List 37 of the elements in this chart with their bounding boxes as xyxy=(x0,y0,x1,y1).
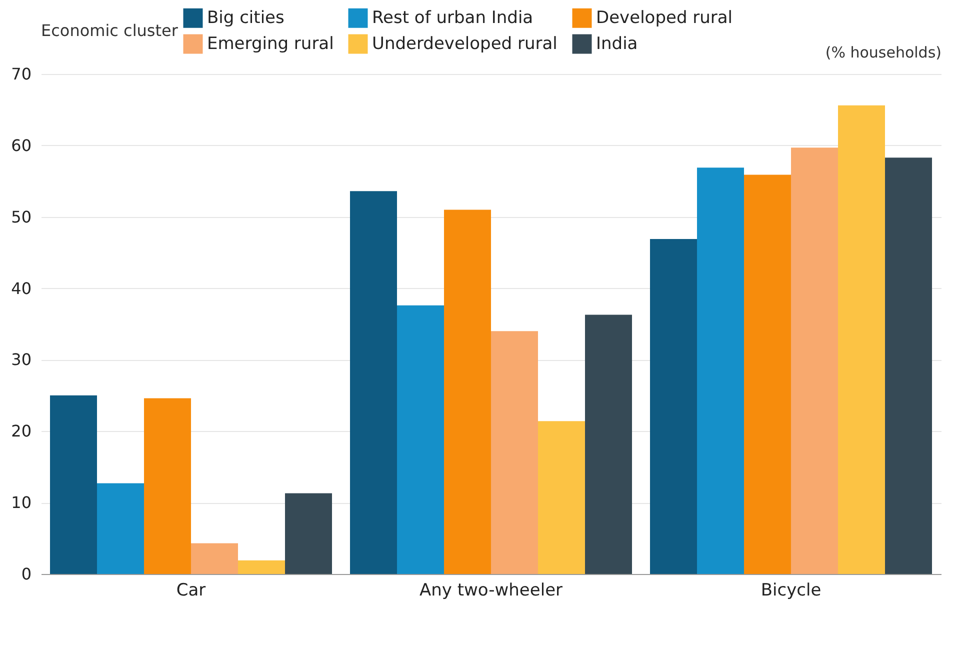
bar xyxy=(650,239,697,574)
y-tick-label: 70 xyxy=(11,64,32,84)
legend-label: Emerging rural xyxy=(207,34,334,54)
bar xyxy=(538,421,585,574)
y-tick-label: 10 xyxy=(11,493,32,512)
x-tick-label: Bicycle xyxy=(760,580,822,600)
bar xyxy=(491,331,538,574)
bar xyxy=(585,314,632,574)
bar xyxy=(838,105,885,574)
bar xyxy=(238,560,285,574)
legend-label: Rest of urban India xyxy=(372,8,534,28)
bar xyxy=(397,305,444,574)
bar xyxy=(285,493,332,574)
bar xyxy=(191,543,238,574)
legend-title: Economic cluster xyxy=(41,21,178,40)
bar xyxy=(444,210,491,574)
legend-label: Big cities xyxy=(207,8,284,28)
legend-label: Underdeveloped rural xyxy=(372,34,558,54)
y-tick-label: 20 xyxy=(11,422,32,441)
y-tick-label: 40 xyxy=(11,278,32,298)
legend-label: Developed rural xyxy=(596,8,733,28)
y-tick-label: 0 xyxy=(21,564,32,584)
x-tick-label: Car xyxy=(176,580,206,600)
bar xyxy=(744,174,791,574)
legend-label: India xyxy=(596,34,638,54)
bar xyxy=(350,191,397,574)
bar xyxy=(50,395,97,574)
y-tick-label: 30 xyxy=(11,350,32,370)
bar xyxy=(697,168,744,574)
bar xyxy=(144,398,191,574)
y-tick-label: 60 xyxy=(11,136,32,155)
y-tick-label: 50 xyxy=(11,207,32,226)
x-tick-label: Any two-wheeler xyxy=(419,580,563,600)
bar xyxy=(885,158,932,574)
bar xyxy=(791,148,838,574)
bar xyxy=(97,483,144,574)
y-axis-title: (% households) xyxy=(825,44,942,62)
